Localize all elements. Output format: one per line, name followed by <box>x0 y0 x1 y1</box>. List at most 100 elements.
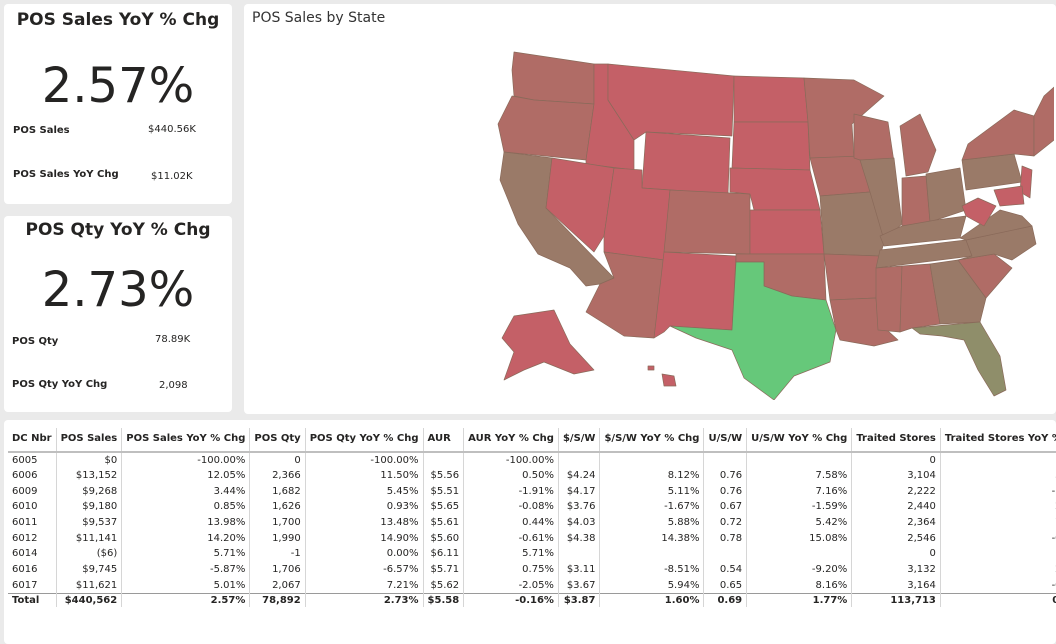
column-header[interactable]: AUR YoY % Chg <box>463 428 559 453</box>
state-west-virginia[interactable] <box>961 197 997 227</box>
state-new-jersey[interactable] <box>1019 165 1033 199</box>
table-cell: 5.71% <box>463 546 559 562</box>
table-row[interactable]: 6006 $13,152 12.05% 2,366 11.50% $5.56 0.50% $4… <box>8 467 1056 484</box>
state-nevada[interactable] <box>545 157 615 253</box>
table-row[interactable]: 6011 $9,537 13.98% 1,700 13.48% $5.61 0.44% $4.… <box>8 514 1056 531</box>
total-cell: 113,713 <box>851 592 941 608</box>
table-cell: 0.00% <box>305 546 424 562</box>
state-hawaii[interactable] <box>661 373 677 387</box>
column-header[interactable]: Traited Stores <box>851 428 941 453</box>
state-mississippi[interactable] <box>875 265 903 333</box>
column-header[interactable]: $/S/W <box>558 428 601 453</box>
table-cell <box>558 546 601 562</box>
state-washington[interactable] <box>511 51 595 105</box>
state-oregon[interactable] <box>497 95 595 161</box>
table-cell: -1.59% <box>746 499 853 515</box>
state-north-dakota[interactable] <box>733 75 809 123</box>
table-row[interactable]: 6009 $9,268 3.44% 1,682 5.45% $5.51 -1.91% $4.1… <box>8 483 1056 500</box>
state-montana[interactable] <box>607 63 735 141</box>
table-cell: -1.91% <box>463 483 559 500</box>
column-header[interactable]: DC Nbr <box>8 428 57 453</box>
state-georgia[interactable] <box>929 259 987 325</box>
state-arkansas[interactable] <box>823 253 881 301</box>
table-cell: -100.00% <box>463 452 559 468</box>
state-new-york[interactable] <box>961 109 1035 161</box>
kpi-card-pos-sales[interactable]: POS Sales YoY % Chg 2.57% POS Sales $440… <box>4 4 232 204</box>
state-hawaii-2[interactable] <box>647 365 655 371</box>
table-cell: -0.88% <box>1051 579 1056 591</box>
table-cell: 0.75% <box>463 561 559 578</box>
column-header[interactable]: $/S/W YoY % Chg <box>599 428 705 453</box>
table-cell: 14.38% <box>599 530 705 547</box>
state-pennsylvania[interactable] <box>961 153 1023 191</box>
column-header[interactable]: POS Qty <box>249 428 306 453</box>
us-state-map[interactable] <box>474 40 1054 400</box>
table-cell: -9.20% <box>746 561 853 578</box>
state-wyoming[interactable] <box>641 131 731 195</box>
table-cell: 14.90% <box>305 530 424 547</box>
table-cell: $5.61 <box>423 514 465 531</box>
table-cell: $9,180 <box>56 499 123 515</box>
table-row[interactable]: 6017 $11,621 5.01% 2,067 7.21% $5.62 -2.05% $3.… <box>8 577 1056 594</box>
table-cell: -5.87% <box>121 561 251 578</box>
table-cell: 15.08% <box>746 530 853 547</box>
table-row[interactable]: 6005 $0 -100.00% 0 -100.00% -100.00% 0 <box>8 452 1056 468</box>
table-cell: $11,621 <box>56 577 123 594</box>
column-header[interactable]: U/S/W YoY % Chg <box>746 428 853 453</box>
kpi-card-pos-qty[interactable]: POS Qty YoY % Chg 2.73% POS Qty 78.89K P… <box>4 216 232 412</box>
dc-table-card[interactable]: DC Nbr POS Sales POS Sales YoY % Chg POS Qt… <box>4 420 1056 644</box>
table-cell: -1.67% <box>599 499 705 515</box>
column-header[interactable]: POS Sales YoY % Chg <box>121 428 251 453</box>
table-cell: $4.38 <box>558 530 601 547</box>
state-indiana[interactable] <box>901 175 931 227</box>
state-texas[interactable] <box>669 261 837 400</box>
state-kansas[interactable] <box>749 209 825 255</box>
table-cell: 7.65% <box>940 515 1056 531</box>
table-row[interactable]: 6012 $11,141 14.20% 1,990 14.90% $5.60 -0.61% $… <box>8 530 1056 547</box>
table-cell: $5.65 <box>423 499 465 515</box>
state-virginia[interactable] <box>959 209 1033 241</box>
table-cell <box>746 452 853 468</box>
state-wisconsin[interactable] <box>853 113 895 163</box>
column-header[interactable]: POS Sales <box>56 428 123 453</box>
table-cell: 5.94% <box>599 577 705 594</box>
state-colorado[interactable] <box>663 189 751 255</box>
kpi-value-pos-qty-yoy-chg: 2,098 <box>159 380 188 391</box>
table-cell: 2.89% <box>940 562 1056 578</box>
state-new-mexico[interactable] <box>653 251 737 339</box>
state-maryland[interactable] <box>993 185 1025 207</box>
state-new-england[interactable] <box>1033 80 1054 157</box>
table-cell: $6.11 <box>423 546 465 562</box>
table-row[interactable]: 6016 $9,745 -5.87% 1,706 -6.57% $5.71 0.75% $3.… <box>8 561 1056 578</box>
table-cell: -0.08% <box>463 499 559 515</box>
column-header[interactable]: U/S/W <box>703 428 748 453</box>
table-cell: 14.20% <box>121 530 251 547</box>
column-header[interactable]: POS Qty YoY % Chg <box>305 428 424 453</box>
total-cell: 0.69 <box>703 592 748 608</box>
state-ohio[interactable] <box>925 167 967 223</box>
table-cell: 6006 <box>8 467 57 484</box>
state-north-carolina[interactable] <box>957 225 1037 261</box>
table-cell: $9,268 <box>56 483 123 500</box>
state-alaska[interactable] <box>501 309 595 381</box>
table-cell: 6014 <box>8 546 57 562</box>
state-missouri[interactable] <box>819 191 887 257</box>
column-header[interactable]: Traited Stores YoY % Chg <box>940 428 1056 453</box>
table-cell: 7.16% <box>746 483 853 500</box>
table-cell: -100.00% <box>121 452 251 468</box>
table-cell: 0.65 <box>703 577 748 594</box>
state-minnesota[interactable] <box>803 77 885 159</box>
table-cell: 5.45% <box>305 483 424 500</box>
table-cell: 2,067 <box>249 577 306 594</box>
column-header[interactable]: AUR <box>423 428 465 453</box>
table-cell: 5.71% <box>121 546 251 562</box>
table-row[interactable]: 6010 $9,180 0.85% 1,626 0.93% $5.65 -0.08% $3.7… <box>8 499 1056 515</box>
table-cell: 13.98% <box>121 514 251 531</box>
state-south-dakota[interactable] <box>731 121 811 171</box>
map-card[interactable]: POS Sales by State <box>244 4 1056 414</box>
state-michigan[interactable] <box>899 113 937 177</box>
state-florida[interactable] <box>911 321 1007 397</box>
table-cell: -1.59% <box>1051 485 1056 497</box>
state-alabama[interactable] <box>899 263 941 333</box>
table-row[interactable]: 6014 ($6) 5.71% -1 0.00% $6.11 5.71% 0 <box>8 546 1056 562</box>
